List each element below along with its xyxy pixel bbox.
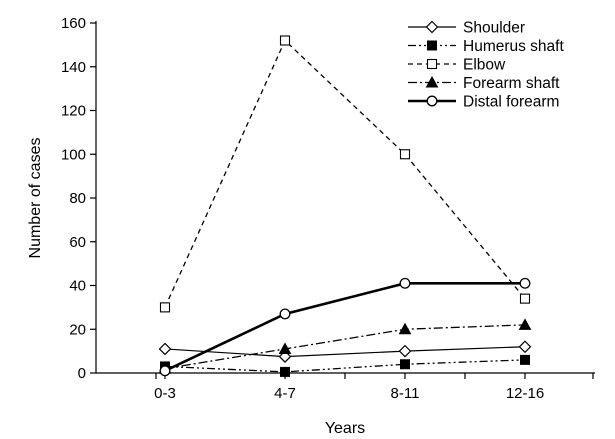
series-line-humerus-shaft (164, 359, 526, 373)
point-humerus-shaft-12-16 (520, 354, 530, 365)
point-distal-forearm-0-3 (159, 365, 171, 377)
y-tick-label-80: 80 (69, 190, 86, 207)
series-line-shoulder (164, 346, 526, 358)
legend-label-distal-forearm: Distal forearm (463, 94, 559, 111)
point-distal-forearm-4-7 (279, 308, 291, 320)
legend-marker-shoulder (425, 20, 439, 34)
legend-marker-forearm-shaft (425, 75, 439, 88)
x-tick-label-12-16: 12-16 (506, 385, 544, 402)
chart-series (158, 35, 532, 377)
point-humerus-shaft-8-11 (400, 359, 410, 370)
y-axis-title: Number of cases (27, 138, 44, 259)
y-tick-label-120: 120 (61, 103, 86, 120)
point-shoulder-8-11 (398, 344, 412, 358)
series-line-forearm-shaft (164, 324, 526, 370)
point-forearm-shaft-8-11 (398, 322, 412, 335)
legend-label-humerus-shaft: Humerus shaft (463, 38, 564, 55)
point-forearm-shaft-4-7 (278, 342, 292, 354)
x-tick-label-8-11: 8-11 (391, 385, 420, 402)
point-elbow-12-16 (519, 293, 531, 304)
point-forearm-shaft-12-16 (518, 318, 532, 330)
legend-label-forearm-shaft: Forearm shaft (463, 75, 560, 92)
series-distal-forearm (159, 277, 531, 377)
series-elbow (159, 35, 531, 313)
legend-marker-humerus-shaft (427, 40, 437, 51)
x-axis-title: Years (325, 420, 365, 437)
y-tick-label-60: 60 (69, 234, 86, 251)
point-elbow-8-11 (399, 149, 411, 160)
series-shoulder (158, 340, 532, 363)
y-tick-label-0: 0 (78, 365, 86, 382)
y-tick-label-100: 100 (61, 146, 86, 163)
legend-label-shoulder: Shoulder (463, 20, 525, 37)
point-humerus-shaft-4-7 (280, 366, 290, 377)
point-distal-forearm-12-16 (519, 277, 531, 289)
y-tick-label-160: 160 (61, 15, 86, 32)
legend-marker-distal-forearm (426, 95, 438, 107)
point-elbow-4-7 (279, 35, 291, 46)
point-elbow-0-3 (159, 302, 171, 313)
series-line-distal-forearm (164, 282, 525, 372)
point-shoulder-0-3 (158, 342, 172, 356)
point-shoulder-12-16 (518, 340, 532, 354)
point-distal-forearm-8-11 (399, 277, 411, 289)
series-line-elbow (164, 39, 526, 308)
y-tick-label-140: 140 (61, 59, 86, 76)
x-tick-label-0-3: 0-3 (154, 385, 176, 402)
legend-marker-elbow (426, 58, 438, 70)
chart-axes: 0 20 40 60 80 100 120 140 160 0-3 4-7 8-11 12-16 (61, 15, 595, 402)
y-tick-label-40: 40 (69, 278, 86, 295)
y-tick-label-20: 20 (69, 321, 86, 338)
legend-label-elbow: Elbow (463, 57, 506, 74)
x-tick-label-4-7: 4-7 (274, 385, 296, 402)
